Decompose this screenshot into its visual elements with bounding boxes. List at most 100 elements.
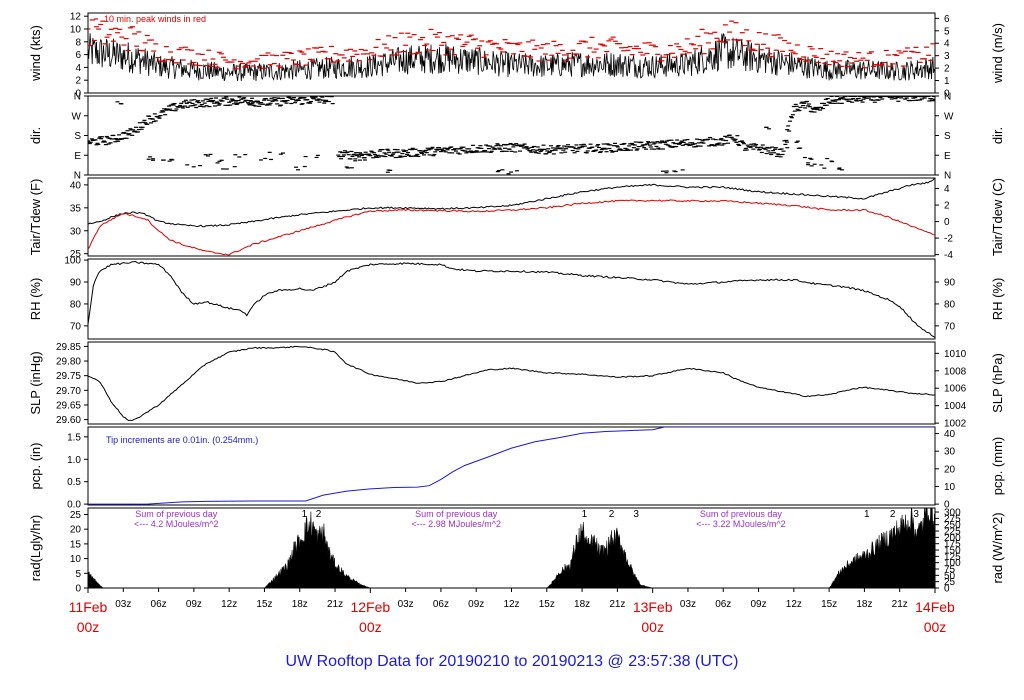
right-tick-label: 225 — [944, 527, 961, 538]
right-tick-label: S — [944, 131, 951, 142]
right-tick-label: 1 — [944, 76, 950, 87]
right-tick-label: -4 — [944, 250, 953, 261]
hour-tick-label: 15z — [256, 599, 272, 610]
right-tick-label: 40 — [944, 429, 956, 440]
series-dir — [88, 96, 935, 160]
time-axis: 03z 06z 09z 12z 15z 18z 21z 03z 06z 09z 12z 15z 18z 2… — [69, 588, 955, 635]
right-tick-label: 90 — [944, 278, 956, 289]
panel-slp: 29.60 29.65 29.70 29.75 29.80 29.85 1002 1004 10… — [28, 341, 1005, 430]
left-tick-label: 90 — [70, 278, 82, 289]
hour-tick-label: 09z — [468, 599, 484, 610]
hour-tick-label: 21z — [892, 599, 908, 610]
right-tick-label: 3 — [944, 51, 950, 62]
hour-tick-label: 18z — [292, 599, 308, 610]
solar-marker: 3 — [913, 509, 919, 520]
day-label-hour: 00z — [359, 619, 382, 635]
daily-sum-line1: Sum of previous day — [135, 509, 218, 519]
right-tick-label: 80 — [944, 299, 956, 310]
left-tick-label: 12 — [70, 12, 82, 23]
hour-tick-label: 09z — [186, 599, 202, 610]
chart-title: UW Rooftop Data for 20190210 to 20190213… — [286, 653, 739, 670]
left-axis-label: Tair/Tdew (F) — [28, 179, 43, 256]
panel-frame — [87, 177, 936, 257]
right-tick-label: 0 — [944, 89, 950, 100]
right-axis-label: pcp. (mm) — [990, 437, 1005, 496]
right-tick-label: 0 — [944, 584, 950, 595]
right-tick-label: 300 — [944, 508, 961, 519]
hour-tick-label: 09z — [750, 599, 766, 610]
hour-tick-label: 15z — [821, 599, 837, 610]
daily-sum-line2: <--- 3.22 MJoules/m^2 — [696, 519, 786, 529]
right-tick-label: W — [944, 111, 954, 122]
left-tick-label: 20 — [70, 525, 82, 536]
left-tick-label: 1.0 — [67, 455, 81, 466]
right-tick-label: 2 — [944, 64, 950, 75]
left-tick-label: 2 — [75, 76, 81, 87]
left-tick-label: 29.60 — [56, 415, 81, 426]
left-tick-label: 40 — [70, 180, 82, 191]
series-rad — [88, 508, 935, 588]
left-tick-label: 29.85 — [56, 342, 81, 353]
right-axis-label: dir. — [990, 127, 1005, 144]
left-tick-label: 100 — [64, 256, 81, 267]
left-tick-label: 25 — [70, 249, 82, 260]
right-tick-label: 0 — [944, 500, 950, 511]
left-tick-label: 10 — [70, 25, 82, 36]
right-tick-label: 4 — [944, 184, 950, 195]
left-tick-label: 10 — [70, 554, 82, 565]
left-tick-label: E — [74, 151, 81, 162]
left-axis-label: pcp. (in) — [28, 443, 43, 490]
right-tick-label: 0 — [944, 217, 950, 228]
solar-marker: 3 — [633, 509, 639, 520]
right-tick-label: 70 — [944, 321, 956, 332]
left-tick-label: 0.0 — [67, 500, 81, 511]
left-tick-label: N — [74, 171, 81, 182]
panel-frame — [87, 12, 936, 94]
left-axis-label: RH (%) — [28, 278, 43, 321]
right-axis-label: wind (m/s) — [990, 23, 1005, 84]
hour-tick-label: 12z — [786, 599, 802, 610]
day-label-date: 11Feb — [69, 599, 108, 615]
left-tick-label: 30 — [70, 226, 82, 237]
day-label-hour: 00z — [641, 619, 664, 635]
left-tick-label: 0.5 — [67, 477, 81, 488]
hour-tick-label: 06z — [433, 599, 449, 610]
left-axis-label: SLP (inHg) — [28, 351, 43, 414]
right-axis-label: RH (%) — [990, 278, 1005, 321]
hour-tick-label: 06z — [151, 599, 167, 610]
day-label-hour: 00z — [77, 619, 100, 635]
panel-pcp: 0.0 0.5 1.0 1.5 0 10 20 30 40 pcp. (in) pcp. (mm) T… — [28, 426, 1005, 511]
right-tick-label: 5 — [944, 26, 950, 37]
right-tick-label: 125 — [944, 552, 961, 563]
hour-tick-label: 12z — [221, 599, 237, 610]
left-tick-label: 35 — [70, 203, 82, 214]
hour-tick-label: 21z — [609, 599, 625, 610]
daily-sum-line2: <--- 4.2 MJoules/m^2 — [134, 519, 219, 529]
panel-temp: 25 30 35 40 -4 -2 0 2 4 Tair/Tdew (F) Tair/Tdew (C… — [28, 177, 1005, 261]
right-tick-label: 4 — [944, 39, 950, 50]
hour-tick-label: 18z — [856, 599, 872, 610]
right-tick-label: -2 — [944, 234, 953, 245]
series-peak — [88, 19, 935, 70]
left-axis-label: dir. — [28, 127, 43, 144]
panel-rad: 0510152025025507510012515017520022525027… — [28, 507, 1005, 595]
plot-area — [88, 96, 935, 175]
right-tick-label: 20 — [944, 464, 956, 475]
series-SLP — [88, 345, 935, 422]
plot-area — [88, 260, 935, 338]
series-wind — [88, 33, 935, 82]
right-tick-label: 6 — [944, 14, 950, 25]
right-tick-label: 1006 — [944, 384, 967, 395]
right-tick-label: N — [944, 171, 951, 182]
right-axis-label: SLP (hPa) — [990, 353, 1005, 413]
panel-frame — [87, 258, 936, 340]
right-tick-label: 100 — [944, 558, 961, 569]
left-tick-label: 70 — [70, 321, 82, 332]
right-axis-label: Tair/Tdew (C) — [990, 178, 1005, 256]
day-label-date: 14Feb — [915, 599, 955, 615]
plot-area — [88, 508, 935, 588]
left-tick-label: 1.5 — [67, 432, 81, 443]
solar-marker: 1 — [864, 509, 870, 520]
panel-frame — [87, 341, 936, 425]
